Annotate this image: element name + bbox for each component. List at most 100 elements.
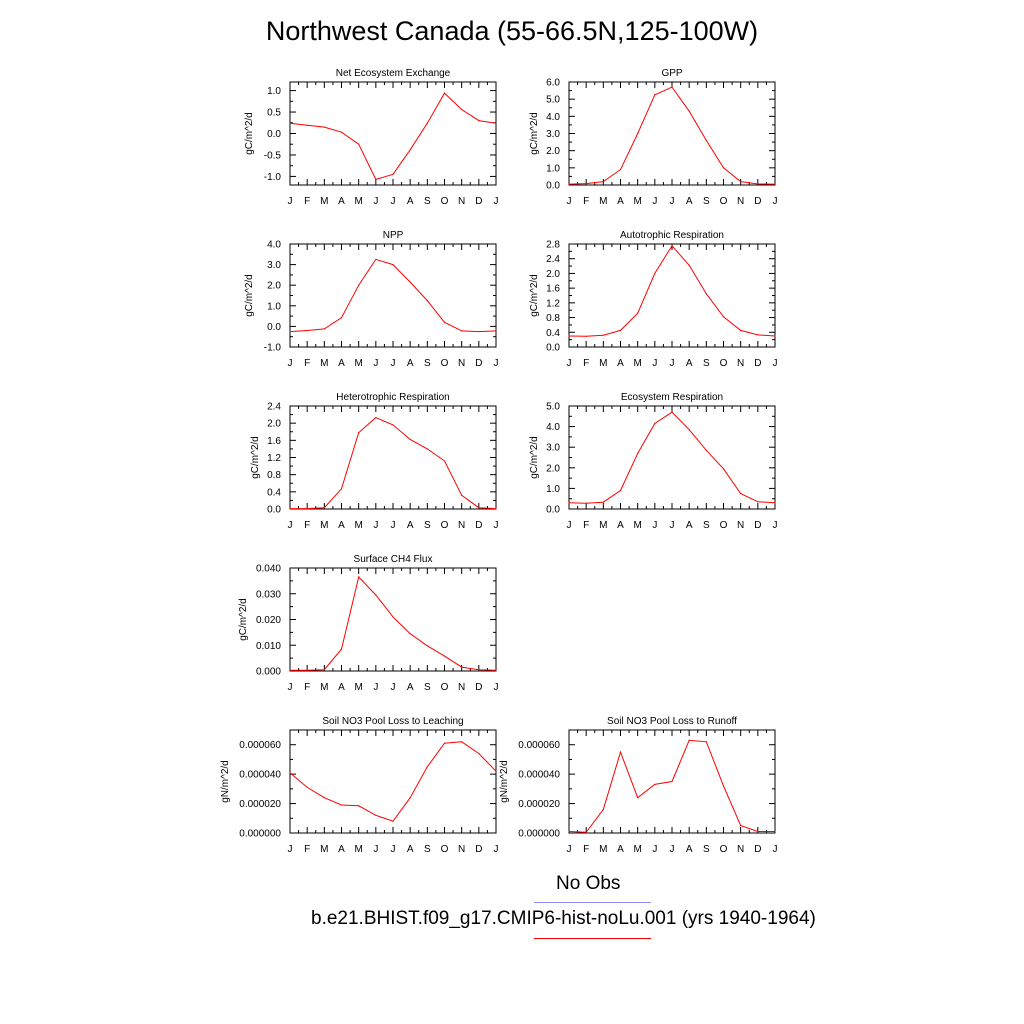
x-tick-label: J	[391, 844, 396, 855]
data-point	[637, 312, 639, 314]
data-point	[426, 766, 428, 768]
x-tick-label: A	[338, 520, 345, 531]
x-tick-label: J	[391, 520, 396, 531]
x-tick-label: J	[373, 682, 378, 693]
data-point	[289, 772, 291, 774]
legend-label-model-run: b.e21.BHIST.f09_g17.CMIP6-hist-noLu.001 …	[311, 908, 816, 929]
x-tick-label: A	[617, 358, 624, 369]
y-tick-label: 1.2	[546, 298, 560, 309]
data-point	[392, 616, 394, 618]
x-tick-label: A	[338, 358, 345, 369]
y-tick-label: 0.000040	[518, 770, 560, 781]
data-point	[409, 149, 411, 151]
y-tick-label: 0.000020	[239, 799, 281, 810]
panel-title: Heterotrophic Respiration	[336, 392, 449, 403]
x-tick-label: D	[475, 682, 482, 693]
data-point	[495, 330, 497, 332]
y-axis-label: gC/m^2/d	[529, 436, 540, 479]
data-point	[637, 132, 639, 135]
data-point	[757, 334, 759, 336]
x-tick-label: M	[599, 358, 607, 369]
data-point	[306, 124, 308, 126]
x-tick-label: D	[754, 520, 761, 531]
y-tick-label: 0.0	[267, 505, 281, 516]
x-tick-label: S	[424, 844, 431, 855]
data-point	[705, 293, 707, 295]
x-tick-label: D	[475, 520, 482, 531]
y-tick-label: 6.0	[546, 78, 560, 89]
x-tick-label: M	[633, 844, 641, 855]
series-line-surface-ch4-flux	[290, 575, 497, 671]
y-axis-label: gC/m^2/d	[529, 112, 540, 155]
x-tick-label: N	[737, 844, 744, 855]
x-tick-label: A	[617, 196, 624, 207]
x-tick-label: A	[407, 358, 414, 369]
x-tick-label: F	[304, 358, 310, 369]
y-axis-label: gN/m^2/d	[499, 760, 510, 803]
y-tick-label: -1.0	[264, 343, 282, 354]
x-tick-label: J	[652, 520, 657, 531]
x-tick-label: O	[720, 196, 728, 207]
data-point	[671, 245, 673, 247]
y-tick-label: 2.0	[546, 146, 560, 157]
series-line-soil-no3-pool-loss-to-runoff	[568, 739, 775, 833]
x-tick-label: J	[773, 844, 778, 855]
x-tick-label: A	[338, 196, 345, 207]
plot-frame	[289, 729, 497, 834]
x-tick-label: A	[407, 196, 414, 207]
data-point	[495, 669, 497, 671]
data-point	[323, 507, 325, 509]
y-tick-label: 0.010	[256, 641, 281, 652]
series-line-soil-no3-pool-loss-to-leaching	[289, 741, 497, 822]
data-point	[340, 488, 343, 490]
x-tick-label: J	[773, 520, 778, 531]
x-tick-label: M	[354, 844, 362, 855]
data-point	[774, 830, 776, 833]
data-point	[461, 330, 463, 332]
data-point	[654, 422, 656, 425]
x-tick-label: J	[652, 196, 657, 207]
legend-line-model-run	[534, 938, 651, 939]
data-point	[722, 316, 725, 318]
x-tick-label: M	[599, 844, 607, 855]
data-point	[443, 742, 446, 744]
data-point	[461, 108, 463, 111]
data-point	[323, 669, 325, 671]
data-point	[585, 183, 587, 185]
x-tick-label: M	[633, 196, 641, 207]
data-point	[619, 751, 622, 753]
x-tick-label: O	[441, 682, 449, 693]
data-point	[619, 168, 622, 171]
data-point	[585, 831, 587, 833]
y-tick-label: 2.0	[546, 269, 560, 280]
x-tick-label: J	[391, 196, 396, 207]
x-tick-label: S	[424, 520, 431, 531]
x-tick-label: A	[617, 520, 624, 531]
y-tick-label: 2.0	[546, 463, 560, 474]
data-point	[340, 317, 343, 319]
data-point	[426, 645, 428, 647]
data-point	[478, 669, 480, 671]
x-tick-label: A	[686, 358, 693, 369]
y-tick-label: 0.0	[546, 505, 560, 516]
data-point	[306, 669, 308, 671]
y-tick-label: -0.5	[264, 150, 282, 161]
x-tick-label: O	[441, 844, 449, 855]
x-tick-label: F	[304, 682, 310, 693]
data-point	[358, 143, 360, 145]
panel-title: Surface CH4 Flux	[354, 554, 433, 565]
series-line-npp	[289, 258, 497, 333]
x-tick-label: J	[494, 520, 499, 531]
x-tick-label: J	[670, 520, 675, 531]
data-point	[568, 183, 570, 185]
data-point	[705, 139, 707, 141]
data-point	[461, 494, 463, 496]
data-point	[409, 281, 411, 283]
x-tick-label: S	[703, 844, 710, 855]
data-point	[568, 830, 570, 833]
x-tick-label: N	[737, 196, 744, 207]
